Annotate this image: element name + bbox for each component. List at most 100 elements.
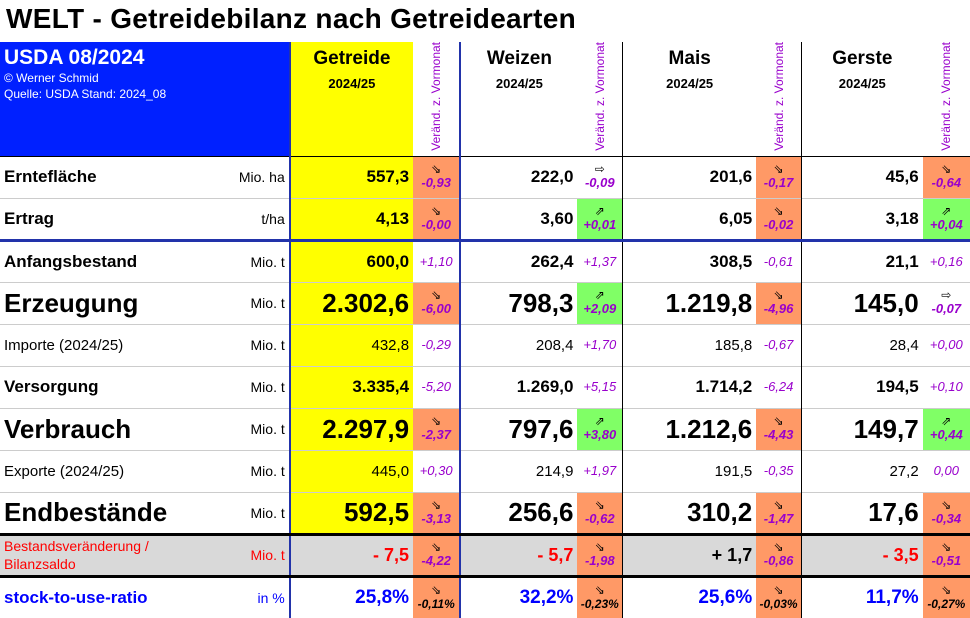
arrow-up-right-icon: ⇗: [941, 203, 952, 218]
arrow-down-right-icon: ⇘: [773, 497, 784, 512]
value-cell: 3.335,4: [288, 366, 414, 409]
row-unit: Mio. t: [250, 504, 285, 521]
table-row: Erntefläche Mio. ha 557,3 ⇘ -0,93 222,0 ⇨…: [0, 156, 970, 199]
change-cell: +1,37: [583, 253, 617, 269]
arrow-up-right-icon: ⇗: [594, 414, 605, 429]
group-header-weizen: Weizen 2024/25: [460, 42, 578, 157]
change-cell: ⇗ +0,01: [577, 198, 623, 241]
group-header-mais: Mais 2024/25: [622, 42, 757, 157]
change-cell: ⇘ -4,43: [756, 408, 802, 451]
value-cell: 185,8: [622, 324, 757, 367]
change-cell: -5,20: [413, 366, 462, 409]
value-cell: 1.212,6: [622, 408, 757, 451]
row-unit: Mio. t: [250, 253, 285, 270]
source-title: USDA 08/2024: [4, 46, 145, 69]
value-cell: 145,0: [800, 282, 923, 325]
table-row: stock-to-use-ratio in % 25,8% ⇘ -0,11% 32…: [0, 576, 970, 618]
value-cell: 201,6: [622, 156, 757, 199]
table-row: Bestandsveränderung / Bilanzsaldo Mio. t …: [0, 534, 970, 577]
page-title: WELT - Getreidebilanz nach Getreidearten: [6, 3, 577, 34]
value-cell: + 1,7: [622, 534, 757, 577]
arrow-down-right-icon: ⇘: [941, 497, 952, 512]
change-cell: +1,10: [413, 240, 462, 283]
arrow-down-right-icon: ⇘: [431, 414, 442, 429]
change-cell: +5,15: [583, 379, 617, 395]
arrow-down-right-icon: ⇘: [594, 582, 605, 597]
change-cell: ⇘ -1,47: [756, 492, 802, 535]
change-cell: +0,30: [413, 450, 462, 493]
row-unit: Mio. t: [250, 421, 285, 438]
row-unit: t/ha: [261, 210, 285, 227]
change-header: Veränd. z. Vormonat: [577, 42, 623, 157]
change-cell: ⇘ -4,22: [413, 534, 462, 577]
value-cell: 432,8: [288, 324, 414, 367]
value-cell: - 3,5: [800, 534, 923, 577]
change-cell: ⇘ -0,02: [756, 198, 802, 241]
row-unit: in %: [257, 589, 285, 606]
change-cell: ⇘ -6,00: [413, 282, 462, 325]
row-unit: Mio. t: [250, 295, 285, 312]
arrow-down-right-icon: ⇘: [773, 203, 784, 218]
change-cell: ⇘ -0,62: [577, 492, 623, 535]
value-cell: 1.714,2: [622, 366, 757, 409]
value-cell: 4,13: [288, 198, 414, 241]
change-header: Veränd. z. Vormonat: [413, 42, 462, 157]
source-box: USDA 08/2024 © Werner Schmid Quelle: USD…: [0, 42, 290, 157]
change-cell: -0,67: [763, 337, 794, 353]
value-cell: 3,18: [800, 198, 923, 241]
arrow-up-right-icon: ⇗: [594, 203, 605, 218]
value-cell: 6,05: [622, 198, 757, 241]
change-cell: ⇘ -4,96: [756, 282, 802, 325]
row-label: Bestandsveränderung / Bilanzsaldo: [0, 534, 214, 577]
change-cell: +0,16: [929, 253, 963, 269]
table-row: Exporte (2024/25) Mio. t 445,0 +0,30 214…: [0, 450, 970, 493]
change-cell: +0,10: [929, 379, 963, 395]
value-cell: 11,7%: [800, 576, 923, 618]
change-cell: ⇘ -3,13: [413, 492, 462, 535]
row-label: Anfangsbestand: [4, 251, 138, 271]
value-cell: 445,0: [288, 450, 414, 493]
arrow-down-right-icon: ⇘: [773, 414, 784, 429]
arrow-right-icon: ⇨: [594, 162, 605, 177]
arrow-down-right-icon: ⇘: [431, 582, 442, 597]
change-cell: ⇘ -0,03%: [756, 576, 802, 618]
value-cell: 27,2: [800, 450, 923, 493]
change-cell: ⇘ -0,51: [922, 534, 970, 577]
table-row: Versorgung Mio. t 3.335,4 -5,20 1.269,0 …: [0, 366, 970, 409]
change-cell: ⇘ -0,23%: [577, 576, 623, 618]
value-cell: 308,5: [622, 240, 757, 283]
value-cell: - 5,7: [460, 534, 578, 577]
change-cell: ⇘ -0,17: [756, 156, 802, 199]
value-cell: 222,0: [530, 167, 574, 187]
value-cell: 797,6: [508, 413, 574, 444]
arrow-down-right-icon: ⇘: [773, 288, 784, 303]
header-row: USDA 08/2024 © Werner Schmid Quelle: USD…: [0, 42, 970, 157]
change-cell: ⇘ -0,86: [756, 534, 802, 577]
change-cell: ⇗ +3,80: [577, 408, 623, 451]
value-cell: 310,2: [622, 492, 757, 535]
source-line: Quelle: USDA Stand: 2024_08: [4, 87, 167, 101]
change-cell: ⇘ -0,64: [922, 156, 970, 199]
row-label: Exporte (2024/25): [4, 462, 125, 480]
value-cell: 600,0: [288, 240, 414, 283]
arrow-down-right-icon: ⇘: [773, 540, 784, 555]
value-cell: 798,3: [508, 287, 574, 318]
arrow-down-right-icon: ⇘: [431, 497, 442, 512]
value-cell: 194,5: [800, 366, 923, 409]
row-label: stock-to-use-ratio: [4, 587, 148, 607]
value-cell: 1.219,8: [622, 282, 757, 325]
arrow-down-right-icon: ⇘: [773, 162, 784, 177]
arrow-down-right-icon: ⇘: [941, 582, 952, 597]
change-cell: -0,35: [763, 463, 794, 479]
change-cell: ⇘ -0,93: [413, 156, 462, 199]
row-label: Ertrag: [4, 208, 55, 228]
change-cell: ⇗ +0,04: [922, 198, 970, 241]
value-cell: 592,5: [288, 492, 414, 535]
value-cell: 45,6: [800, 156, 923, 199]
value-cell: 17,6: [800, 492, 923, 535]
balance-table: USDA 08/2024 © Werner Schmid Quelle: USD…: [0, 42, 970, 618]
row-unit: Mio. ha: [238, 169, 285, 186]
table-row: Endbestände Mio. t 592,5 ⇘ -3,13 256,6 ⇘ -…: [0, 492, 970, 535]
change-header: Veränd. z. Vormonat: [922, 42, 970, 157]
value-cell: 25,8%: [288, 576, 414, 618]
